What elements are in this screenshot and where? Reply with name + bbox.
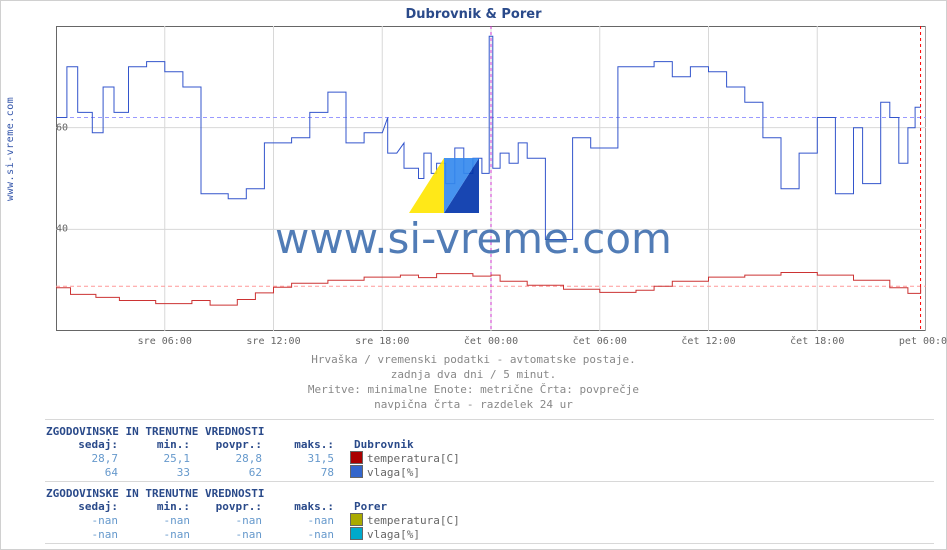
separator (45, 481, 934, 482)
y-axis-label: www.si-vreme.com (5, 97, 16, 201)
chart-title: Dubrovnik & Porer (1, 7, 946, 22)
stats-row: 28,725,128,831,5temperatura[C] (46, 451, 460, 465)
watermark-logo (409, 158, 479, 213)
caption-line: zadnja dva dni / 5 minut. (391, 368, 557, 381)
legend-swatch (350, 451, 363, 464)
caption-line: Hrvaška / vremenski podatki - avtomatske… (311, 353, 636, 366)
y-tick-label: 60 (56, 122, 68, 133)
x-ticks: sre 06:00 sre 12:00 sre 18:00 čet 00:00 čet … (56, 336, 926, 350)
stats-header: ZGODOVINSKE IN TRENUTNE VREDNOSTI (46, 487, 460, 500)
x-tick-label: čet 00:00 (464, 336, 518, 347)
stats-header: ZGODOVINSKE IN TRENUTNE VREDNOSTI (46, 425, 460, 438)
separator (45, 419, 934, 420)
legend-swatch (350, 465, 363, 478)
chart-frame: Dubrovnik & Porer www.si-vreme.com 4060 … (0, 0, 947, 550)
x-tick-label: pet 00:00 (899, 336, 947, 347)
caption-line: navpična črta - razdelek 24 ur (374, 398, 573, 411)
x-tick-label: sre 18:00 (355, 336, 409, 347)
stats-col-headers: sedaj:min.:povpr.:maks.:Porer (46, 500, 460, 513)
x-tick-label: čet 06:00 (573, 336, 627, 347)
x-tick-label: čet 18:00 (790, 336, 844, 347)
watermark-text: www.si-vreme.com (1, 214, 946, 263)
x-tick-label: sre 12:00 (246, 336, 300, 347)
stats-row: -nan-nan-nan-nantemperatura[C] (46, 513, 460, 527)
chart-caption: Hrvaška / vremenski podatki - avtomatske… (1, 353, 946, 412)
legend-swatch (350, 527, 363, 540)
plot-svg (56, 26, 926, 331)
legend-swatch (350, 513, 363, 526)
plot-area (56, 26, 926, 331)
stats-row: 64336278vlaga[%] (46, 465, 460, 479)
stats-block-porer: ZGODOVINSKE IN TRENUTNE VREDNOSTIsedaj:m… (46, 487, 460, 541)
caption-line: Meritve: minimalne Enote: metrične Črta:… (308, 383, 639, 396)
x-tick-label: čet 12:00 (681, 336, 735, 347)
stats-col-headers: sedaj:min.:povpr.:maks.:Dubrovnik (46, 438, 460, 451)
stats-row: -nan-nan-nan-nanvlaga[%] (46, 527, 460, 541)
stats-block-dubrovnik: ZGODOVINSKE IN TRENUTNE VREDNOSTIsedaj:m… (46, 425, 460, 479)
separator (45, 543, 934, 544)
x-tick-label: sre 06:00 (138, 336, 192, 347)
